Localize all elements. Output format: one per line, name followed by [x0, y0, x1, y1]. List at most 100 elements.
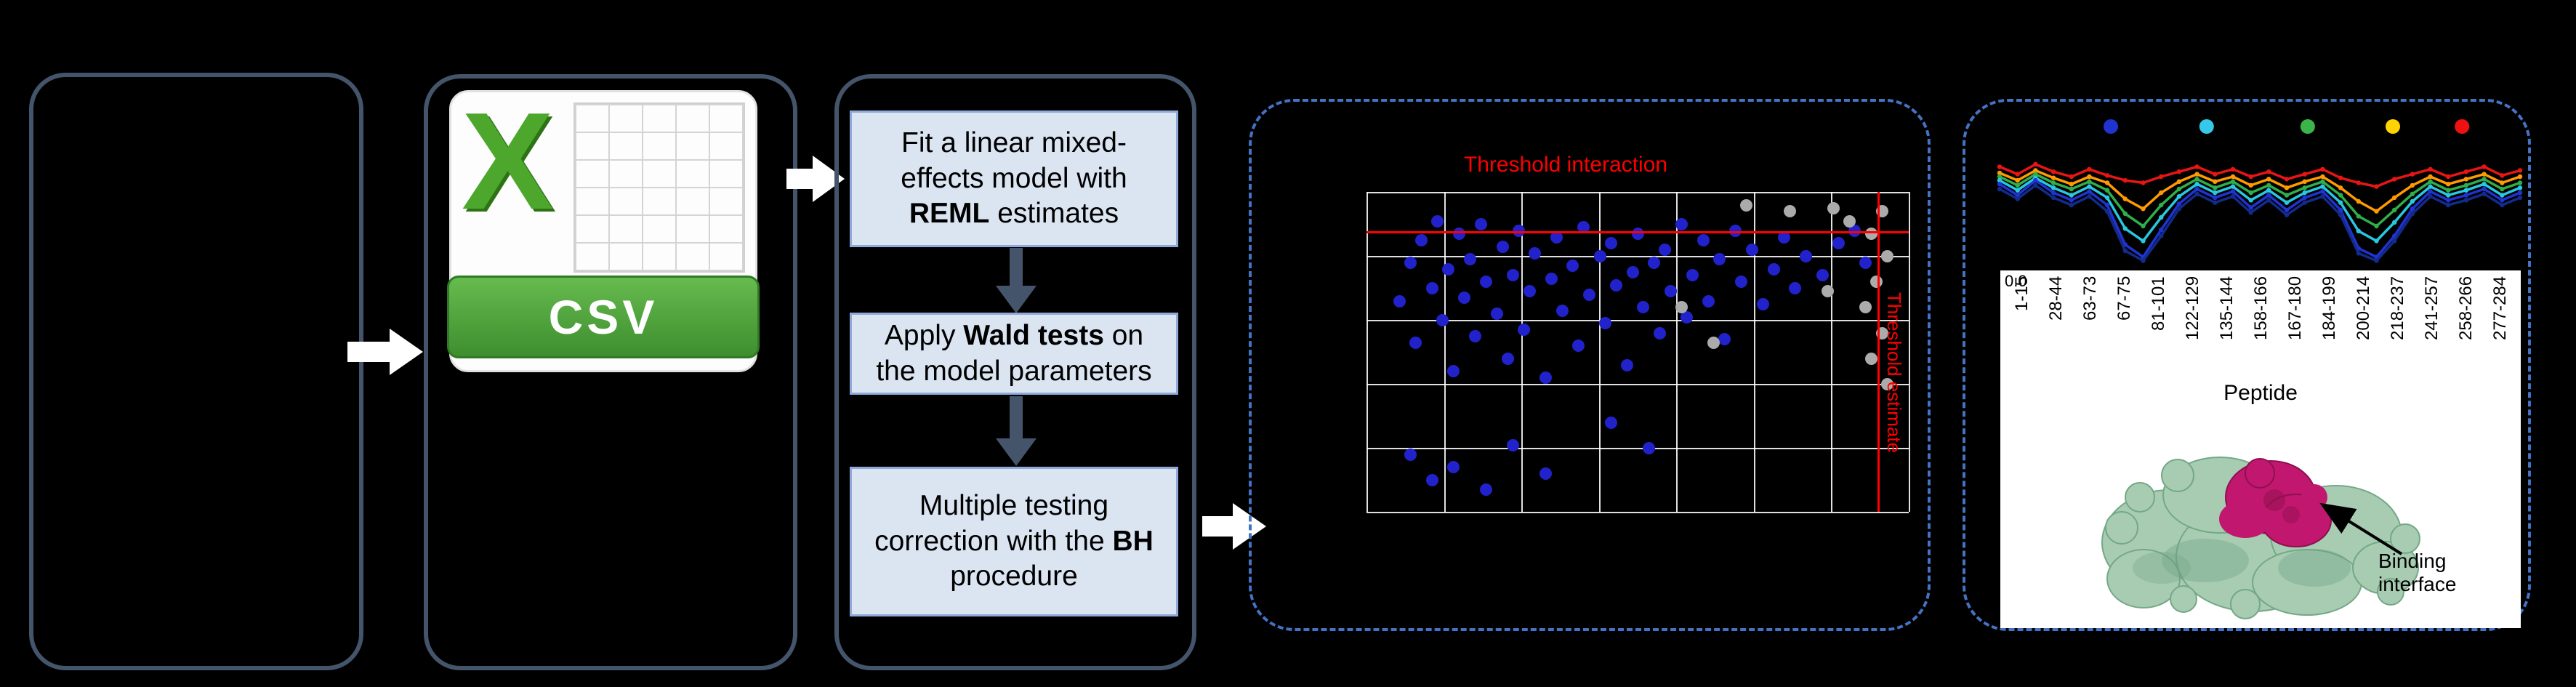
- scatter-point: [1800, 250, 1813, 262]
- scatter-point: [1582, 288, 1595, 301]
- arrow-stem: [347, 342, 390, 362]
- scatter-point: [1848, 224, 1861, 237]
- scatter-point: [1642, 442, 1655, 454]
- gridline-vertical: [1444, 192, 1446, 512]
- scatter-point: [1545, 272, 1558, 285]
- scatter-point: [1480, 483, 1493, 497]
- excel-x-logo: X: [462, 84, 554, 238]
- scatter-point: [1512, 224, 1525, 237]
- scatter-point: [1756, 298, 1769, 310]
- scatter-point: [1604, 416, 1617, 429]
- arrow-stem: [786, 169, 813, 189]
- gridline-vertical: [1676, 192, 1678, 512]
- scatter-point: [1430, 214, 1444, 228]
- scatter-point: [1783, 205, 1796, 218]
- peptide-tick-label: 67-75: [2114, 276, 2134, 321]
- scatter-point: [1458, 292, 1471, 305]
- scatter-point: [1827, 202, 1840, 214]
- scatter-point: [1469, 330, 1482, 342]
- step-text-bold: BH: [1112, 525, 1154, 557]
- peptide-tick-label: 1-15: [2012, 276, 2032, 312]
- scatter-point: [1555, 304, 1569, 317]
- gridline-vertical: [1909, 192, 1910, 512]
- scatter-point: [1686, 269, 1699, 282]
- threshold-interaction-label: Threshold interaction: [1463, 153, 1668, 177]
- scatter-point: [1822, 285, 1835, 298]
- scatter-plot: [1367, 192, 1910, 513]
- scatter-point: [1681, 310, 1694, 324]
- csv-file-icon: X CSV: [447, 84, 760, 372]
- threshold-interaction-line: [1367, 231, 1909, 234]
- scatter-point: [1447, 365, 1460, 378]
- scatter-point: [1870, 276, 1883, 289]
- scatter-point: [1843, 214, 1856, 228]
- y-axis-tick: 0.0: [2005, 272, 2027, 290]
- scatter-point: [1491, 308, 1504, 321]
- peptide-tick-label: 135-144: [2217, 276, 2237, 341]
- profile-panel: 0.0 1-15 28-44 63-73 67-75 81-101 122-129 135-…: [1963, 99, 2531, 631]
- scatter-point: [1778, 230, 1791, 244]
- scatter-point: [1729, 224, 1742, 237]
- scatter-point: [1610, 278, 1623, 292]
- scatter-point: [1539, 371, 1553, 385]
- peptide-tick-labels: 1-15 28-44 63-73 67-75 81-101 122-129 135-144 1…: [2000, 270, 2521, 390]
- scatter-point: [1621, 358, 1634, 371]
- scatter-point: [1648, 256, 1661, 269]
- gridline-vertical: [1598, 192, 1601, 512]
- peptide-tick-label: 28-44: [2046, 276, 2066, 321]
- volcano-panel: Threshold interaction Threshold estimate: [1249, 99, 1931, 631]
- peptide-tick-label: 277-284: [2490, 276, 2510, 341]
- scatter-point: [1409, 336, 1422, 349]
- scatter-point: [1425, 474, 1438, 486]
- scatter-point: [1577, 221, 1590, 234]
- arrow-stem: [1010, 248, 1023, 286]
- scatter-point: [1632, 228, 1644, 241]
- scatter-point: [1474, 218, 1487, 230]
- scatter-point: [1664, 285, 1677, 298]
- scatter-point: [1696, 234, 1710, 246]
- scatter-point: [1789, 282, 1802, 294]
- scatter-point: [1702, 294, 1715, 308]
- scatter-point: [1675, 301, 1688, 314]
- binding-interface-region: [2219, 458, 2332, 547]
- scatter-point: [1550, 230, 1563, 244]
- step-text: Multiple testing correction with the: [874, 490, 1113, 557]
- step-text: procedure: [950, 561, 1078, 592]
- scatter-point: [1496, 240, 1509, 253]
- arrow-head: [996, 286, 1037, 313]
- step-text: Fit a linear mixed-effects model with: [901, 127, 1127, 194]
- peptide-tick-label: 258-266: [2456, 276, 2476, 341]
- scatter-point: [1712, 253, 1726, 266]
- threshold-estimate-line: [1877, 192, 1880, 512]
- peptide-axis-title: Peptide: [2223, 381, 2298, 405]
- step-fit-model-text: Fit a linear mixed-effects model with RE…: [862, 126, 1166, 231]
- step-wald-tests-text: Apply Wald tests on the model parameters: [862, 318, 1166, 389]
- peptide-axis-panel: 0.0 1-15 28-44 63-73 67-75 81-101 122-129 135-…: [2000, 270, 2521, 628]
- scatter-point: [1571, 340, 1585, 353]
- peptide-tick-label: 184-199: [2319, 276, 2339, 341]
- gridline-horizontal: [1367, 448, 1909, 449]
- step-bh-correction: Multiple testing correction with the BH …: [850, 467, 1178, 616]
- arrow-head: [996, 438, 1037, 466]
- gridline-horizontal: [1367, 320, 1909, 321]
- csv-panel: X CSV: [424, 74, 797, 670]
- scatter-point: [1425, 282, 1438, 294]
- scatter-point: [1767, 262, 1780, 276]
- scatter-point: [1566, 260, 1579, 273]
- peptide-tick-label: 63-73: [2080, 276, 2100, 321]
- peptide-tick-label: 200-214: [2354, 276, 2373, 341]
- scatter-point: [1414, 234, 1428, 246]
- step-wald-tests: Apply Wald tests on the model parameters: [850, 313, 1178, 395]
- scatter-point: [1864, 228, 1877, 241]
- scatter-point: [1626, 266, 1639, 278]
- gridline-horizontal: [1367, 384, 1909, 385]
- scatter-point: [1539, 467, 1553, 481]
- scatter-point: [1507, 269, 1520, 282]
- scatter-point: [1404, 256, 1417, 269]
- gridline-vertical: [1367, 192, 1368, 512]
- protein-structure-image: [2101, 457, 2420, 619]
- gridline-horizontal: [1367, 512, 1909, 513]
- scatter-point: [1523, 285, 1536, 298]
- scatter-point: [1393, 294, 1406, 308]
